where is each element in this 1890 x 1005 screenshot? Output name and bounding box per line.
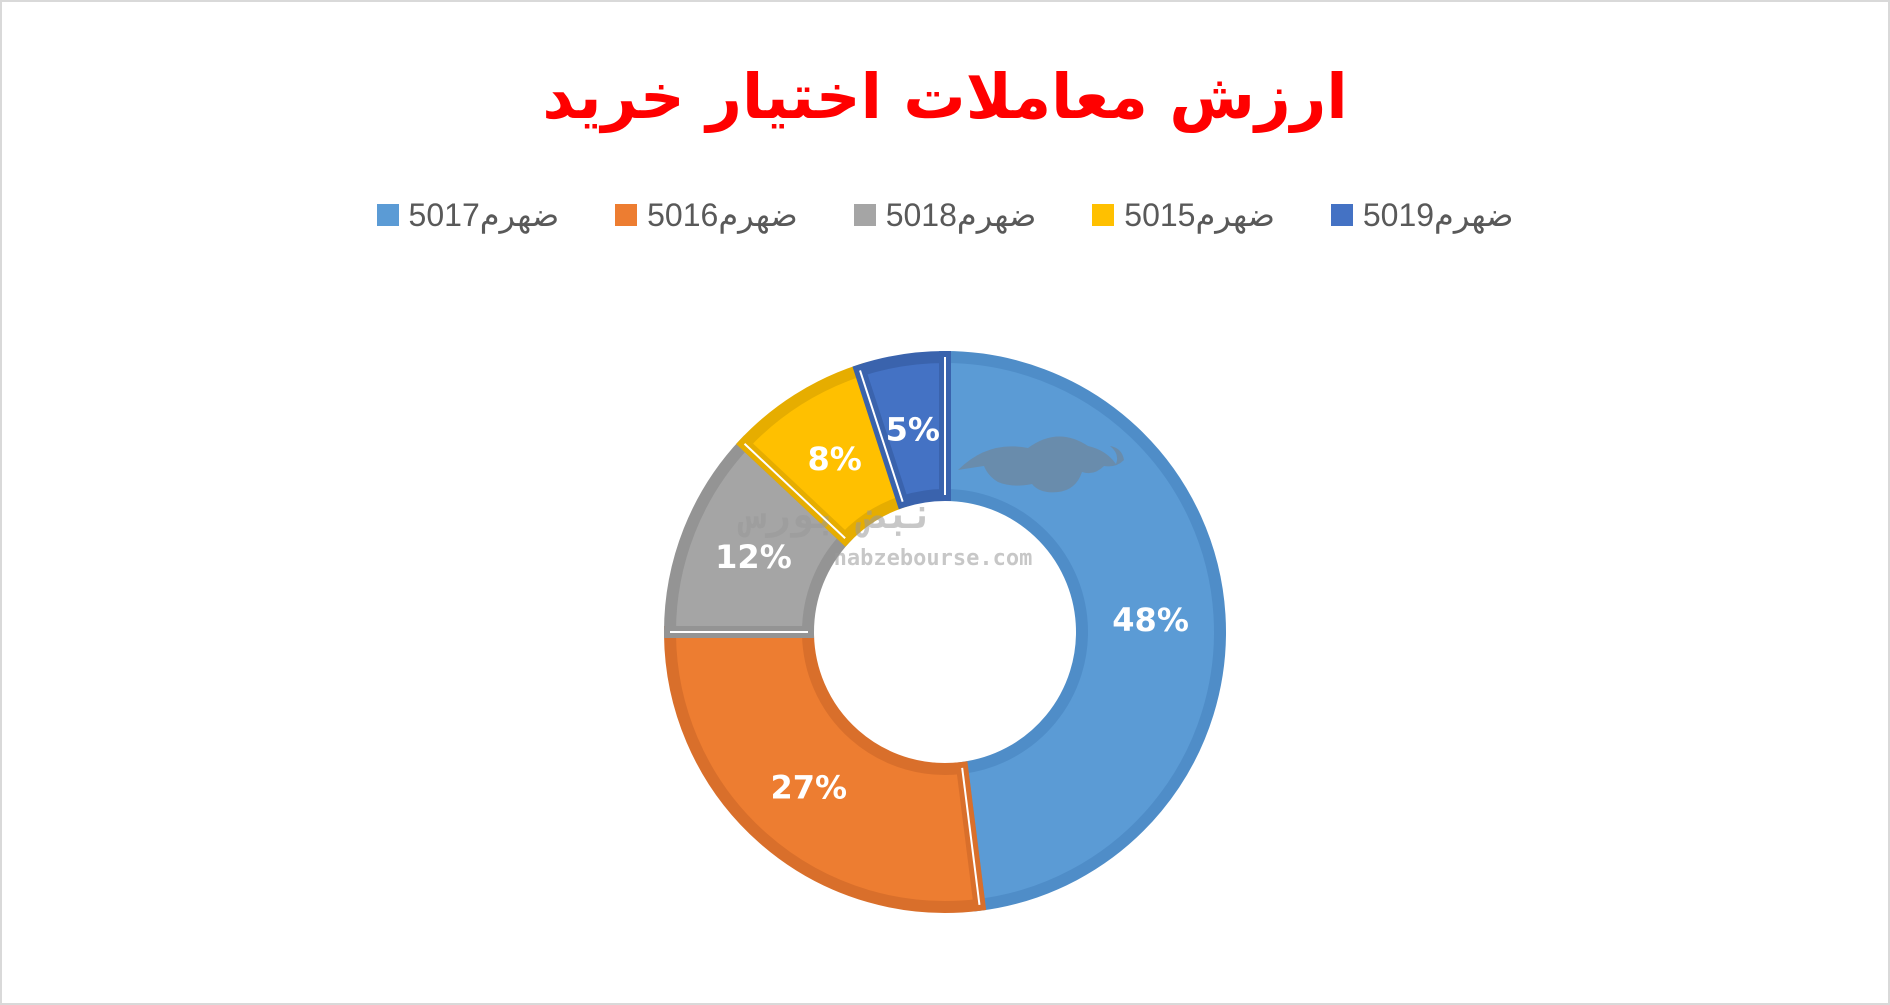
watermark-url: nabzebourse.com — [834, 546, 1033, 571]
legend-swatch — [853, 204, 876, 226]
doughnut-slice — [939, 350, 1226, 912]
legend-swatch — [1330, 204, 1353, 226]
legend-label: ضهرم5016 — [647, 197, 798, 233]
legend-item: ضهرم5019 — [1330, 196, 1514, 234]
slice-separator — [743, 443, 846, 539]
chart-legend: ضهرم5017 ضهرم5016 ضهرم5018 ضهرم5015 ضهرم5019 — [0, 196, 1890, 234]
legend-item: ضهرم5016 — [615, 196, 798, 234]
data-label: 48% — [1112, 601, 1189, 639]
legend-label: ضهرم5018 — [885, 197, 1037, 233]
legend-item: ضهرم5018 — [853, 196, 1037, 234]
legend-item: ضهرم5015 — [1092, 196, 1275, 234]
legend-swatch — [615, 204, 638, 226]
data-label: 12% — [715, 538, 792, 576]
slice-separator — [961, 767, 981, 905]
bull-logo-icon — [958, 436, 1124, 493]
legend-item: ضهرم5017 — [376, 196, 560, 234]
doughnut-slice — [663, 435, 854, 638]
legend-label: ضهرم5017 — [408, 197, 560, 233]
chart-title: ارزش معاملات اختیار خرید — [542, 60, 1348, 133]
legend-label: ضهرم5019 — [1362, 197, 1514, 233]
slice-separator — [859, 370, 904, 503]
legend-label: ضهرم5015 — [1124, 197, 1275, 233]
legend-swatch — [1092, 204, 1115, 226]
data-label: 5% — [886, 411, 940, 449]
data-label: 8% — [807, 440, 861, 478]
doughnut-slice — [663, 626, 987, 913]
data-label: 27% — [770, 769, 847, 807]
legend-swatch — [376, 204, 399, 226]
watermark-logo-text: نبض بورس — [738, 492, 935, 538]
